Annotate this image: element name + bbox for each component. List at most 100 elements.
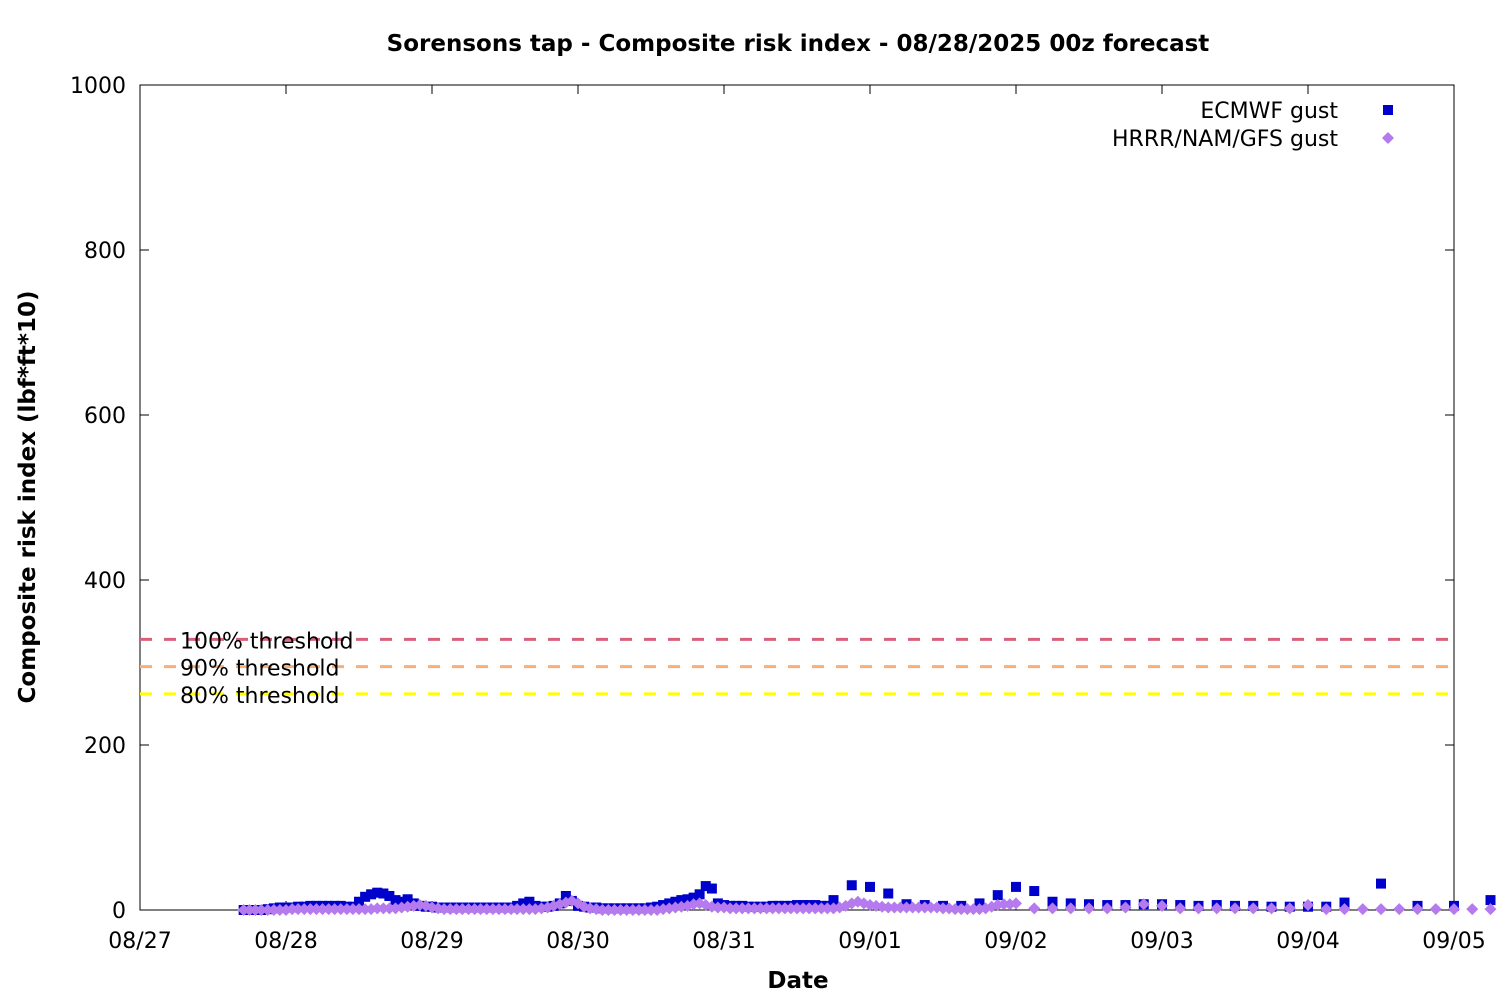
- x-axis-label: Date: [767, 968, 828, 994]
- threshold-label: 90% threshold: [180, 657, 340, 682]
- y-axis-label: Composite risk index (lbf*ft*10): [15, 291, 41, 704]
- ecmwf-point: [992, 890, 1003, 901]
- hrrr-point: [334, 903, 347, 916]
- hrrr-point: [1448, 903, 1460, 916]
- chart-title: Sorensons tap - Composite risk index - 0…: [387, 31, 1210, 57]
- x-tick-label: 09/01: [838, 929, 901, 954]
- x-tick-label: 08/27: [108, 929, 171, 954]
- hrrr-point: [772, 902, 785, 915]
- x-tick-label: 09/04: [1276, 929, 1339, 954]
- hrrr-point: [292, 903, 305, 916]
- hrrr-point: [1466, 903, 1479, 916]
- ecmwf-point: [1376, 878, 1386, 889]
- hrrr-point: [1210, 902, 1223, 915]
- hrrr-point: [918, 901, 931, 914]
- hrrr-point: [492, 903, 505, 916]
- y-tick-label: 400: [84, 569, 126, 594]
- ecmwf-point: [865, 881, 875, 892]
- hrrr-point: [261, 904, 274, 916]
- ecmwf-point: [883, 888, 894, 899]
- x-tick-label: 08/29: [400, 929, 463, 954]
- ecmwf-point: [1029, 886, 1040, 897]
- x-tick-label: 09/02: [984, 929, 1047, 954]
- hrrr-point: [316, 903, 329, 916]
- y-tick-label: 800: [84, 239, 126, 264]
- hrrr-point: [517, 903, 530, 916]
- ecmwf-point: [372, 887, 383, 898]
- hrrr-point: [255, 904, 268, 916]
- hrrr-point: [273, 904, 286, 916]
- hrrr-point: [1393, 903, 1406, 916]
- ecmwf-point: [1339, 897, 1350, 908]
- hrrr-point: [602, 904, 615, 916]
- hrrr-point: [949, 903, 962, 916]
- hrrr-point: [480, 903, 493, 916]
- hrrr-point: [1265, 902, 1278, 915]
- hrrr-point: [1192, 902, 1205, 915]
- hrrr-point: [608, 904, 621, 916]
- x-tick-label: 09/05: [1422, 929, 1485, 954]
- hrrr-point: [626, 904, 639, 916]
- hrrr-point: [298, 903, 311, 916]
- hrrr-point: [371, 902, 384, 915]
- hrrr-point: [730, 902, 743, 915]
- y-tick-label: 0: [112, 899, 126, 924]
- ecmwf-point: [676, 895, 687, 906]
- legend-marker: [1383, 105, 1393, 115]
- hrrr-point: [456, 903, 469, 916]
- ecmwf-point: [378, 888, 389, 899]
- hrrr-point: [748, 902, 761, 915]
- legend-marker: [1382, 132, 1394, 144]
- hrrr-point: [1320, 903, 1333, 916]
- hrrr-point: [638, 904, 651, 916]
- hrrr-point: [1302, 899, 1314, 912]
- ecmwf-point: [360, 891, 371, 902]
- hrrr-point: [803, 902, 816, 915]
- hrrr-point: [328, 903, 341, 916]
- ecmwf-point: [390, 895, 401, 906]
- hrrr-point: [882, 901, 895, 914]
- hrrr-point: [1156, 899, 1168, 912]
- ecmwf-point: [1485, 895, 1496, 906]
- threshold-label: 100% threshold: [180, 629, 354, 654]
- y-tick-label: 1000: [70, 74, 126, 99]
- ecmwf-point: [706, 883, 717, 894]
- hrrr-point: [1411, 903, 1424, 916]
- x-tick-label: 09/03: [1130, 929, 1193, 954]
- x-tick-label: 08/31: [692, 929, 755, 954]
- hrrr-point: [1247, 902, 1260, 915]
- hrrr-point: [791, 902, 803, 915]
- hrrr-point: [1046, 902, 1059, 915]
- hrrr-point: [1283, 902, 1296, 915]
- hrrr-point: [912, 901, 925, 914]
- y-tick-label: 200: [84, 734, 126, 759]
- ecmwf-point: [366, 889, 377, 900]
- hrrr-point: [1229, 902, 1241, 915]
- hrrr-point: [462, 903, 475, 916]
- hrrr-point: [955, 903, 968, 916]
- x-tick-label: 08/30: [546, 929, 609, 954]
- legend-label: ECMWF gust: [1200, 99, 1338, 124]
- hrrr-point: [645, 904, 657, 916]
- hrrr-point: [736, 902, 749, 915]
- ecmwf-point: [1011, 881, 1021, 892]
- hrrr-point: [1338, 903, 1351, 916]
- hrrr-point: [766, 902, 779, 915]
- ecmwf-point: [402, 894, 413, 905]
- hrrr-point: [511, 903, 524, 916]
- hrrr-point: [784, 902, 797, 915]
- hrrr-point: [499, 903, 511, 916]
- ecmwf-point: [846, 880, 857, 891]
- threshold-label: 80% threshold: [180, 684, 340, 709]
- hrrr-point: [1484, 903, 1497, 916]
- ecmwf-point: [682, 894, 693, 905]
- ecmwf-point: [524, 896, 535, 907]
- hrrr-point: [1083, 902, 1095, 915]
- x-tick-label: 08/28: [254, 929, 317, 954]
- hrrr-point: [821, 902, 834, 915]
- hrrr-point: [809, 902, 822, 915]
- ecmwf-point: [694, 889, 705, 900]
- hrrr-point: [754, 902, 767, 915]
- hrrr-point: [1028, 902, 1041, 915]
